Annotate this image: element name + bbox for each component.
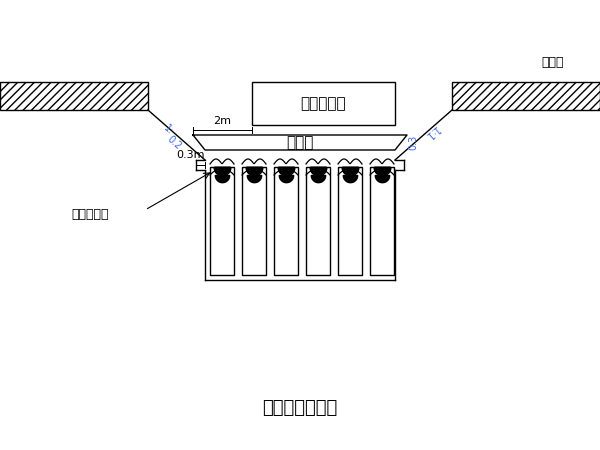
Text: 砂垫层: 砂垫层 <box>286 135 314 150</box>
Text: 原地面: 原地面 <box>542 55 564 68</box>
Bar <box>338 167 362 275</box>
Text: 0.3: 0.3 <box>408 135 418 150</box>
Bar <box>242 167 266 275</box>
Text: 1:1: 1:1 <box>422 123 440 141</box>
Bar <box>274 167 298 275</box>
Text: 0.3m: 0.3m <box>176 150 205 160</box>
Bar <box>210 167 234 275</box>
Bar <box>306 167 330 275</box>
Text: 1:: 1: <box>161 123 175 137</box>
Text: 水泥搅拌桩: 水泥搅拌桩 <box>71 208 109 221</box>
Bar <box>452 82 600 110</box>
Bar <box>0 82 148 110</box>
Text: 框构桥基础: 框构桥基础 <box>301 96 346 111</box>
Text: 基坑开挖示意图: 基坑开挖示意图 <box>262 399 338 417</box>
Bar <box>252 82 395 125</box>
Bar <box>370 167 394 275</box>
Text: 2m: 2m <box>214 116 232 126</box>
Text: 0.2: 0.2 <box>166 134 184 152</box>
